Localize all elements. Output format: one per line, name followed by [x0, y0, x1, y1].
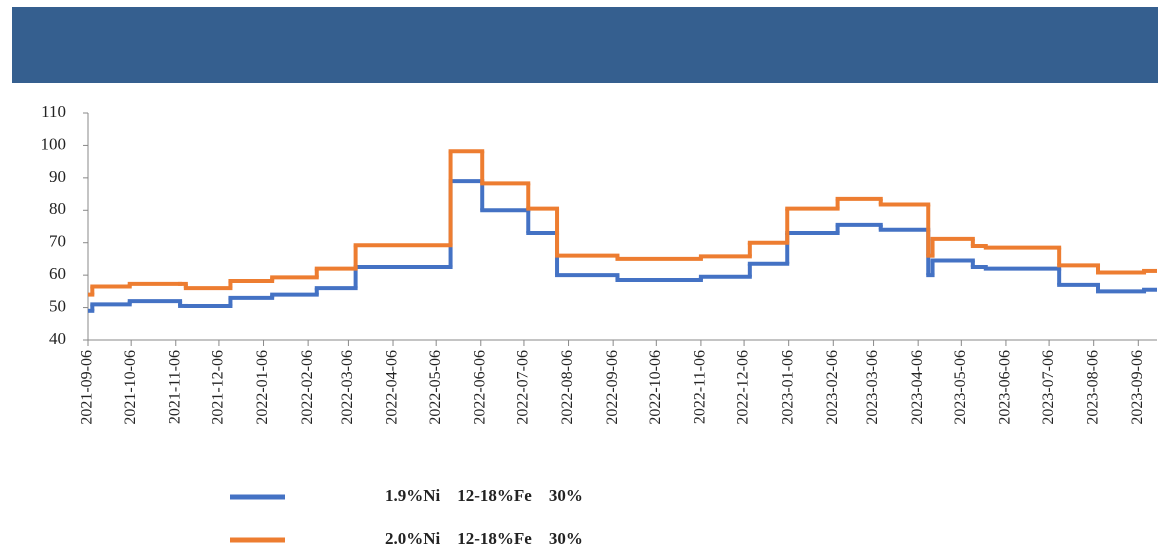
- x-tick-label: 2023-06-06: [997, 350, 1014, 425]
- x-tick-label: 2022-09-06: [604, 350, 621, 425]
- y-tick-label: 100: [41, 134, 67, 153]
- legend-label: 1.9%Ni 12-18%Fe 30%: [385, 486, 583, 505]
- x-tick-label: 2022-05-06: [427, 350, 444, 425]
- x-tick-label: 2021-09-06: [79, 350, 96, 425]
- y-tick-label: 80: [49, 199, 66, 218]
- legend-label: 2.0%Ni 12-18%Fe 30%: [385, 529, 583, 548]
- x-tick-label: 2021-12-06: [210, 350, 227, 425]
- x-tick-label: 2023-08-06: [1084, 350, 1101, 425]
- x-tick-label: 2023-05-06: [952, 350, 969, 425]
- x-tick-label: 2022-08-06: [559, 350, 576, 425]
- y-tick-label: 70: [49, 232, 66, 251]
- y-tick-label: 90: [49, 167, 66, 186]
- x-tick-label: 2023-03-06: [864, 350, 881, 425]
- x-tick-label: 2022-10-06: [647, 350, 664, 425]
- y-tick-label: 110: [41, 102, 66, 121]
- x-tick-label: 2023-09-06: [1129, 350, 1146, 425]
- y-tick-label: 60: [49, 264, 66, 283]
- x-tick-label: 2022-06-06: [471, 350, 488, 425]
- x-tick-label: 2021-11-06: [166, 350, 183, 424]
- x-tick-label: 2023-01-06: [779, 350, 796, 425]
- x-tick-label: 2022-11-06: [692, 350, 709, 424]
- x-tick-label: 2022-03-06: [339, 350, 356, 425]
- x-tick-label: 2023-02-06: [824, 350, 841, 425]
- y-tick-label: 40: [49, 329, 66, 348]
- y-tick-label: 50: [49, 296, 66, 315]
- x-tick-label: 2022-02-06: [299, 350, 316, 425]
- x-tick-label: 2023-04-06: [909, 350, 926, 425]
- x-tick-label: 2023-07-06: [1040, 350, 1057, 425]
- x-tick-label: 2022-04-06: [384, 350, 401, 425]
- x-tick-label: 2022-07-06: [515, 350, 532, 425]
- x-tick-label: 2021-10-06: [122, 350, 139, 425]
- header-banner: [12, 7, 1158, 83]
- x-tick-label: 2022-12-06: [735, 350, 752, 425]
- x-tick-label: 2022-01-06: [254, 350, 271, 425]
